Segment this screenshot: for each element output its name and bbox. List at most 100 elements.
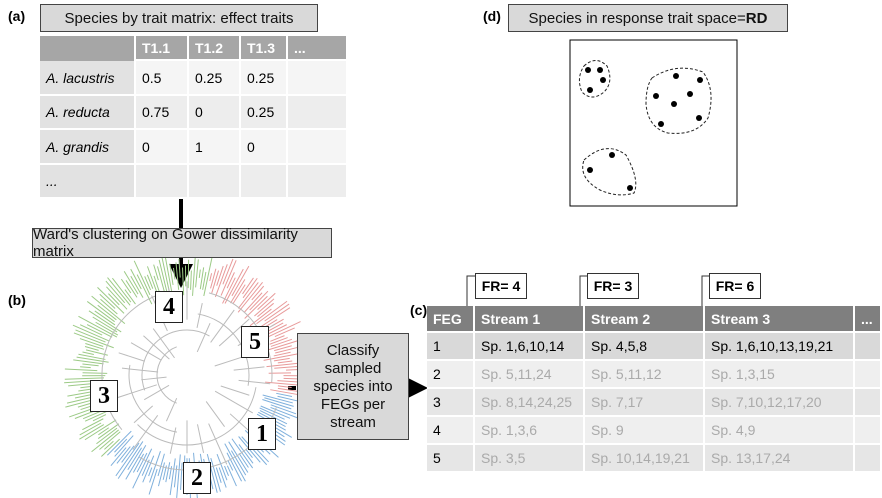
branch (84, 409, 110, 422)
branch (104, 440, 114, 450)
branch (209, 273, 213, 282)
title-bold: RD (745, 9, 768, 27)
cluster-label: 3 (90, 380, 118, 412)
branch (244, 295, 268, 319)
table-cell (855, 417, 882, 445)
cluster-outline (645, 67, 712, 134)
branch (277, 360, 293, 364)
branch (211, 270, 220, 294)
branch (224, 465, 230, 476)
branch (210, 268, 217, 289)
branch (148, 467, 153, 477)
branch (79, 424, 105, 440)
panel-title: Species by trait matrix: effect traits (40, 4, 318, 32)
branch (164, 252, 173, 292)
point (696, 115, 702, 121)
branch (125, 444, 147, 480)
branch (192, 254, 196, 296)
fr-label: FR= 4 (475, 273, 527, 299)
cluster-label: 5 (241, 326, 269, 358)
branch (249, 290, 269, 311)
branch (277, 385, 292, 388)
branch (276, 392, 293, 398)
table-cell: 1 (189, 130, 241, 165)
branch (97, 286, 125, 314)
branch (249, 308, 272, 327)
fr-label: FR= 3 (587, 273, 639, 299)
branch (133, 405, 154, 424)
branch (274, 345, 292, 352)
panel-label: (c) (410, 302, 428, 318)
branch (216, 453, 228, 481)
branch (82, 418, 104, 431)
branch (146, 274, 154, 289)
branch (112, 277, 132, 303)
branch (114, 435, 134, 457)
branch (133, 260, 151, 296)
fr-label: FR= 6 (709, 273, 761, 299)
header-cell: T1.1 (136, 36, 189, 61)
branch (180, 462, 183, 490)
table-cell: 0 (189, 96, 241, 130)
table-cell: 0.25 (241, 61, 288, 96)
table-cell: ... (40, 165, 136, 199)
branch (224, 443, 246, 482)
branch (82, 372, 108, 374)
branch (130, 268, 142, 290)
branch (216, 265, 224, 286)
branch (143, 384, 170, 401)
branch (210, 457, 221, 492)
branch (64, 368, 98, 372)
branch (262, 399, 292, 410)
branch (64, 377, 105, 380)
branch (165, 462, 171, 483)
branch (206, 454, 218, 493)
branch (175, 262, 180, 290)
branch (84, 346, 99, 351)
branch (165, 397, 178, 422)
branch (265, 381, 298, 386)
branch (270, 338, 293, 347)
branch (241, 436, 268, 466)
panel-label: (d) (483, 8, 501, 24)
point (587, 167, 593, 173)
branch (172, 267, 176, 280)
table-cell (855, 445, 882, 473)
branch (125, 280, 138, 298)
branch (96, 427, 118, 445)
branch (259, 407, 285, 420)
branch (273, 357, 290, 362)
branch (72, 324, 109, 342)
branch (269, 337, 288, 345)
branch (205, 401, 225, 428)
branch (110, 447, 127, 466)
branch (181, 267, 185, 296)
table-cell: Sp. 1,3,15 (705, 361, 855, 389)
branch (141, 376, 167, 381)
branch (266, 340, 298, 351)
branch (260, 307, 291, 328)
branch (226, 465, 237, 487)
branch (218, 467, 227, 488)
branch (256, 300, 288, 325)
point (673, 73, 679, 79)
table-cell: Sp. 1,6,10,14 (475, 333, 585, 361)
branch (228, 441, 249, 473)
branch (78, 353, 106, 360)
table-cell (136, 165, 189, 199)
branch (259, 410, 288, 425)
table-cell: Sp. 4,5,8 (585, 333, 705, 361)
header-cell: Stream 2 (585, 306, 705, 333)
branch (161, 257, 171, 294)
header-cell: T1.2 (189, 36, 241, 61)
branch (195, 259, 199, 288)
branch (117, 441, 144, 479)
branch (121, 367, 159, 373)
branch (214, 356, 243, 367)
point (627, 185, 633, 191)
branch (98, 427, 110, 436)
branch (238, 379, 271, 385)
branch (101, 438, 121, 457)
table-cell: Sp. 9 (585, 417, 705, 445)
